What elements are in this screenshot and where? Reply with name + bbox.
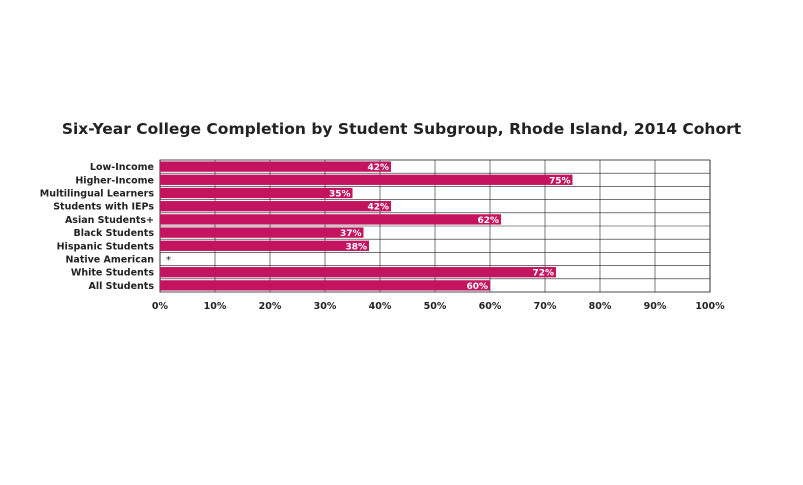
data-label: 62% — [477, 216, 499, 226]
data-label-suppressed: * — [166, 255, 171, 266]
bar — [160, 161, 391, 172]
bar — [160, 201, 391, 212]
data-label: 37% — [340, 229, 362, 239]
bar — [160, 187, 353, 199]
data-label: 75% — [549, 176, 571, 186]
x-tick-label: 50% — [424, 301, 447, 312]
x-tick-label: 10% — [204, 301, 227, 312]
category-label: Students with IEPs — [53, 202, 154, 213]
category-label: Asian Students+ — [65, 215, 154, 226]
data-label: 35% — [329, 190, 351, 200]
x-tick-label: 20% — [259, 301, 282, 312]
x-tick-label: 70% — [534, 301, 557, 312]
x-tick-label: 0% — [152, 301, 169, 312]
category-label: Low-Income — [90, 162, 154, 173]
x-tick-label: 80% — [589, 301, 612, 312]
data-label: 60% — [466, 282, 488, 292]
bar — [160, 240, 369, 251]
data-label: 42% — [367, 163, 389, 173]
bar — [160, 267, 556, 278]
bar — [160, 280, 490, 291]
x-tick-label: 30% — [314, 301, 337, 312]
category-label: Black Students — [73, 228, 154, 239]
chart-title: Six-Year College Completion by Student S… — [61, 120, 742, 138]
category-label: Native American — [65, 255, 154, 266]
x-tick-label: 60% — [479, 301, 502, 312]
x-tick-label: 90% — [644, 301, 667, 312]
category-label: All Students — [88, 281, 154, 292]
x-tick-label: 100% — [695, 301, 725, 312]
data-label: 42% — [367, 203, 389, 213]
bar — [160, 227, 364, 238]
bar — [160, 174, 573, 185]
category-label: Higher-Income — [75, 175, 154, 186]
bar — [160, 214, 501, 225]
category-label: Hispanic Students — [57, 241, 155, 252]
category-label: Multilingual Learners — [40, 189, 155, 200]
data-label: 72% — [532, 269, 554, 279]
data-label: 38% — [345, 242, 367, 252]
x-tick-label: 40% — [369, 301, 392, 312]
category-label: White Students — [71, 268, 154, 279]
